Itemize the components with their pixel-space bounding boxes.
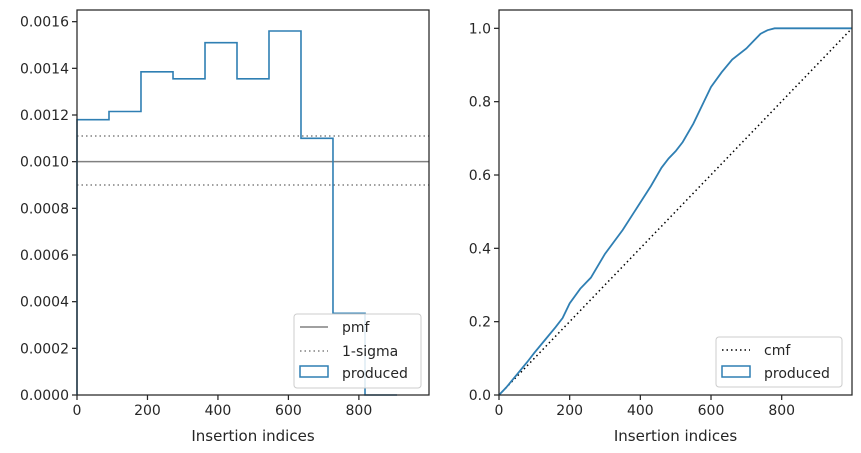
legend-1-sigma-label: 1-sigma [342, 344, 398, 360]
x-tick-label: 400 [627, 403, 654, 419]
x-tick-label: 0 [495, 403, 504, 419]
y-tick-label: 0.4 [469, 241, 491, 257]
y-tick-label: 0.0006 [20, 248, 69, 264]
right-legend-box [715, 336, 843, 388]
right-axes-frame [498, 9, 853, 396]
legend-produced-swatch [299, 365, 329, 378]
right-x-ticks: 0 200 400 600 800 [495, 395, 795, 419]
left-axes-frame [76, 9, 430, 396]
x-tick-label: 0 [73, 403, 82, 419]
left-histogram-series [76, 30, 398, 396]
x-tick-label: 200 [556, 403, 583, 419]
x-tick-label: 400 [205, 403, 232, 419]
legend-cmf-label: cmf [764, 343, 791, 359]
left-y-ticks: 0.0000 0.0002 0.0004 0.0006 0.0008 0.0010 0.00… [20, 15, 77, 404]
y-tick-label: 0.0010 [20, 155, 69, 171]
x-tick-label: 600 [275, 403, 302, 419]
right-legend: cmf produced [715, 336, 843, 388]
left-x-ticks: 0 200 400 600 800 [73, 395, 373, 419]
y-tick-label: 0.0002 [20, 341, 69, 357]
y-tick-label: 1.0 [469, 21, 491, 37]
y-tick-label: 0.0000 [20, 388, 69, 404]
x-tick-label: 600 [698, 403, 725, 419]
left-legend-box [293, 313, 422, 389]
y-tick-label: 0.6 [469, 168, 491, 184]
y-tick-label: 0.0008 [20, 201, 69, 217]
produced-histogram-step [76, 30, 398, 396]
y-tick-label: 0.0004 [20, 295, 69, 311]
x-tick-label: 200 [134, 403, 161, 419]
legend-produced-swatch [721, 365, 751, 378]
right-series [498, 27, 853, 396]
y-tick-label: 0.0016 [20, 15, 69, 31]
produced-cumulative-line [498, 27, 852, 396]
x-tick-label: 800 [768, 403, 795, 419]
legend-produced-label: produced [764, 366, 830, 382]
y-tick-label: 0.0 [469, 388, 491, 404]
cmf-line [498, 27, 853, 396]
y-tick-label: 0.8 [469, 95, 491, 111]
legend-produced-label: produced [342, 366, 408, 382]
x-tick-label: 800 [346, 403, 373, 419]
right-y-ticks: 0.0 0.2 0.4 0.6 0.8 1.0 [469, 21, 499, 404]
right-x-axis-label: Insertion indices [614, 427, 737, 445]
legend-pmf-label: pmf [342, 320, 371, 336]
left-reference-lines [77, 135, 429, 186]
y-tick-label: 0.0014 [20, 61, 69, 77]
y-tick-label: 0.0012 [20, 108, 69, 124]
left-x-axis-label: Insertion indices [191, 427, 314, 445]
right-chart: 0.0 0.2 0.4 0.6 0.8 1.0 0 200 400 600 800 Inserti… [469, 9, 853, 445]
y-tick-label: 0.2 [469, 315, 491, 331]
left-chart: 0.0000 0.0002 0.0004 0.0006 0.0008 0.0010 0.00… [20, 9, 430, 445]
left-legend: pmf 1-sigma produced [293, 313, 422, 389]
